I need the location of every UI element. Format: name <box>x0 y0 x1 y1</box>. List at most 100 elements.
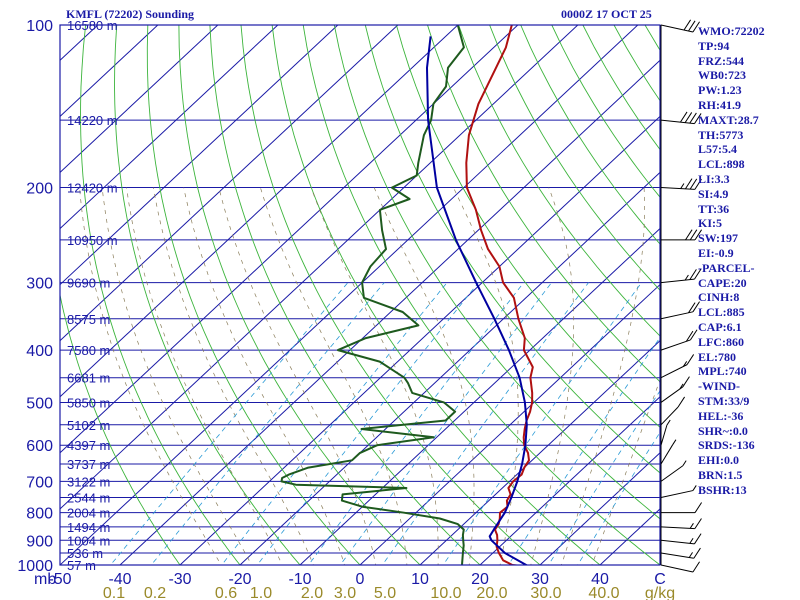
moist-adiabat <box>591 378 660 565</box>
sounding-time: 0000Z 17 OCT 25 <box>561 7 652 21</box>
index-item: SRDS:-136 <box>698 438 755 453</box>
moist-adiabat <box>126 187 283 565</box>
moist-adiabat <box>218 187 377 565</box>
moist-adiabat <box>79 187 222 565</box>
temperature-tick: 0 <box>356 571 365 588</box>
mixing-ratio-tick: 10.0 <box>430 585 461 600</box>
isotherm-line <box>60 25 159 118</box>
chart-grid <box>0 0 800 576</box>
wind-barb <box>660 485 697 499</box>
temperature-tick: 20 <box>471 571 489 588</box>
mixing-ratio-tick: 0.6 <box>215 585 237 600</box>
isotherm-line <box>60 25 339 286</box>
dry-adiabat <box>114 25 301 565</box>
mixing-ratio-tick: 0.1 <box>103 585 125 600</box>
dry-adiabat <box>302 25 660 565</box>
index-item: TP:94 <box>698 38 730 53</box>
index-item: TT:36 <box>698 201 730 216</box>
mixing-ratio-tick: 5.0 <box>374 585 396 600</box>
axis-labels: 16580 m 14220 m 12420 m 10950 m 9690 m 8575 m… <box>17 18 675 600</box>
index-item: FRZ:544 <box>698 53 744 68</box>
dry-adiabat <box>240 25 541 565</box>
temperature-line <box>465 25 534 565</box>
pressure-unit: mb <box>34 571 56 588</box>
index-item: HEL:-36 <box>698 408 744 423</box>
wind-barb <box>660 19 700 33</box>
index-item: LCL:898 <box>698 157 745 172</box>
index-item: EHI:0.0 <box>698 453 740 468</box>
dry-adiabat <box>60 292 181 565</box>
wind-barb <box>660 518 702 530</box>
wind-barb <box>660 268 702 284</box>
wind-barb <box>661 502 703 514</box>
index-item: WB0:723 <box>698 68 746 83</box>
dry-adiabat <box>769 25 800 576</box>
isotherm-line <box>60 25 459 398</box>
isotherm-line <box>479 396 660 565</box>
height-label: 4397 m <box>67 438 110 453</box>
height-label: 7580 m <box>67 343 110 358</box>
index-item: EL:780 <box>698 349 737 364</box>
index-item: BRN:1.5 <box>698 467 743 482</box>
isotherm-line <box>239 171 660 565</box>
dry-adiabat <box>80 25 241 565</box>
mixing-ratio-line <box>256 282 479 565</box>
mixing-ratio-tick: 40.0 <box>588 585 619 600</box>
height-label: 2544 m <box>67 491 110 506</box>
isotherm-line <box>539 452 660 565</box>
temperature-tick: -10 <box>288 571 311 588</box>
index-item: EI:-0.9 <box>698 245 734 260</box>
pressure-tick: 600 <box>26 438 53 455</box>
parcel-line <box>426 36 529 565</box>
pressure-tick: 800 <box>26 506 53 523</box>
index-item: LI:3.3 <box>698 171 730 186</box>
wind-barb <box>660 439 677 465</box>
dewpoint-line <box>280 25 465 565</box>
temperature-tick: 30 <box>531 571 549 588</box>
mixing-ratio-tick: g/kg <box>645 585 675 600</box>
index-item: L57:5.4 <box>698 142 737 157</box>
temperature-tick: 10 <box>411 571 429 588</box>
index-item: LCL:885 <box>698 305 745 320</box>
height-label: 3122 m <box>67 474 110 489</box>
index-item: -PARCEL- <box>698 260 755 275</box>
height-label: 8575 m <box>67 312 110 327</box>
temperature-tick: -50 <box>48 571 71 588</box>
dry-adiabat <box>458 25 660 337</box>
temperature-tick: 40 <box>591 571 609 588</box>
dry-adiabat <box>582 25 660 151</box>
height-label: 16580 m <box>67 18 118 33</box>
wind-barb <box>660 354 695 379</box>
moist-adiabat <box>153 187 314 565</box>
height-label: 14220 m <box>67 113 118 128</box>
isotherm-line <box>0 0 4 576</box>
wind-barb <box>660 460 687 482</box>
mixing-ratio-line <box>109 282 349 565</box>
height-label: 6681 m <box>67 371 110 386</box>
mixing-ratio-line <box>339 282 552 565</box>
mixing-ratio-line <box>577 431 660 565</box>
temperature-tick: -30 <box>168 571 191 588</box>
mixing-ratio-line <box>381 282 589 565</box>
isotherm-line <box>60 25 639 565</box>
dry-adiabat <box>489 25 660 291</box>
isotherm-line <box>60 25 579 510</box>
mixing-ratio-tick: 3.0 <box>334 585 356 600</box>
mixing-ratio-tick: 1.0 <box>250 585 272 600</box>
index-item: -WIND- <box>698 379 740 394</box>
index-item: RH:41.9 <box>698 97 741 112</box>
height-label: 1494 m <box>67 520 110 535</box>
mixing-ratio-line <box>150 282 385 565</box>
height-label: 3737 m <box>67 457 110 472</box>
index-item: MAXT:28.7 <box>698 112 759 127</box>
height-label: 57 m <box>67 558 96 573</box>
moist-adiabat <box>183 187 345 565</box>
mixing-ratio-line <box>442 282 642 565</box>
stability-indices-list: WMO:72202 TP:94 FRZ:544 WB0:723 PW:1.23 RH:41… <box>698 24 765 498</box>
height-label: 5850 m <box>67 395 110 410</box>
wind-barb <box>660 396 686 426</box>
dry-adiabat <box>146 25 361 565</box>
index-item: LFC:860 <box>698 334 744 349</box>
temperature-tick: -40 <box>108 571 131 588</box>
